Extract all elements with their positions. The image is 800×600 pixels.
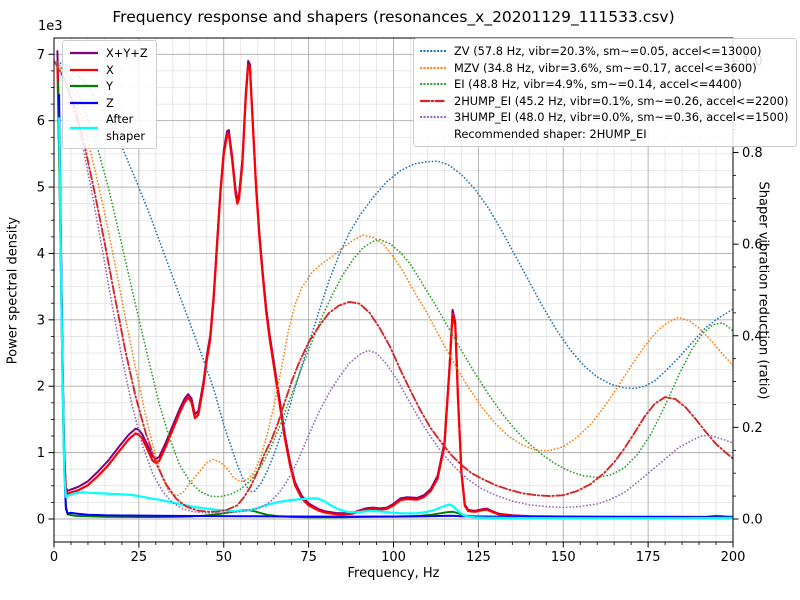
x-tick-label: 0 [50,550,58,565]
legend-note-label: Recommended shaper: 2HUMP_EI [454,126,647,141]
y-left-tick-label: 0 [37,513,45,528]
legend-entry-label: ZV (57.8 Hz, vibr=20.3%, sm~=0.05, accel… [454,44,762,58]
legend-entry-label: MZV (34.8 Hz, vibr=3.6%, sm~=0.17, accel… [454,60,757,75]
legend-entry-label: 2HUMP_EI (45.2 Hz, vibr=0.1%, sm~=0.26, … [454,93,789,108]
legend-entry-X+Y+Z: X+Y+Z [69,45,148,62]
x-tick-label: 175 [636,550,661,565]
y-left-tick-label: 4 [37,247,45,262]
series-line-After-shaper [58,117,733,520]
series-group [54,50,733,520]
x-tick-label: 100 [381,550,406,565]
legend-swatch-dotted [420,50,447,53]
y-right-tick-label: 0.2 [742,421,763,436]
legend-entry-After-shaper: After shaper [69,111,148,144]
legend-entry-2HUMP-EI: 2HUMP_EI (45.2 Hz, vibr=0.1%, sm~=0.26, … [420,93,788,110]
legend-entry-label: EI (48.8 Hz, vibr=4.9%, sm~=0.14, accel<… [454,77,742,92]
series-line-ZV [54,60,733,493]
legend-shapers: ZV (57.8 Hz, vibr=20.3%, sm~=0.05, accel… [413,38,798,148]
legend-entry-label: 3HUMP_EI (48.0 Hz, vibr=0.0%, sm~=0.36, … [454,110,789,125]
series-line-Z [58,94,733,519]
legend-swatch-dotted [420,66,447,69]
legend-swatch-solid [70,68,98,71]
legend-entry-label: Z [106,95,114,110]
legend-swatch-dashdot [420,99,447,103]
x-tick-label: 125 [466,550,491,565]
x-tick-label: 25 [131,550,148,565]
y-left-tick-label: 2 [37,380,45,395]
legend-entry-label: X+Y+Z [106,46,148,60]
y-left-tick-label: 6 [37,114,45,129]
legend-entry-Z: Z [69,95,148,112]
legend-swatch-dotted [420,116,447,119]
y-axis-label-left: Power spectral density [5,216,21,365]
legend-swatch-solid [70,52,98,55]
series-line-MZV [54,60,733,497]
y-axis-label-right: Shaper vibration reduction (ratio) [755,181,771,400]
y-left-tick-label: 5 [37,181,45,196]
y-left-tick-label: 1 [37,446,45,461]
legend-entry-ZV: ZV (57.8 Hz, vibr=20.3%, sm~=0.05, accel… [420,43,788,60]
y-axis-offset-text: 1e3 [38,19,63,34]
y-right-tick-label: 0.8 [742,146,763,161]
y-right-tick-label: 0.6 [742,238,763,253]
series-line-X [56,60,733,519]
x-tick-label: 75 [300,550,317,565]
legend-psd: X+Y+Z X Y Z After shaper [62,40,157,150]
legend-entry-label: After shaper [106,112,146,143]
legend-entry-3HUMP-EI: 3HUMP_EI (48.0 Hz, vibr=0.0%, sm~=0.36, … [420,109,788,126]
chart-title: Frequency response and shapers (resonanc… [112,8,675,26]
x-tick-label: 50 [215,550,232,565]
series-line-2HUMP-EI [54,59,733,513]
legend-entry-label: X [106,62,114,77]
legend-entry-MZV: MZV (34.8 Hz, vibr=3.6%, sm~=0.17, accel… [420,60,788,77]
series-line-EI [54,60,733,498]
legend-swatch-solid [70,126,98,129]
y-right-tick-label: 0.0 [742,513,763,528]
legend-entry-label: Y [106,79,113,94]
y-left-tick-label: 7 [37,48,45,63]
x-axis-label: Frequency, Hz [347,566,440,581]
axis-ticks: 0 25 50 75 100 125 150 175 200 0 1 2 3 4 5 6 7 0.0 0.2 0.4 0… [37,48,763,565]
legend-swatch-solid [70,85,98,88]
y-left-tick-label: 3 [37,313,45,328]
legend-swatch-dotted [420,83,447,86]
legend-entry-Y: Y [69,78,148,95]
legend-swatch-solid [70,101,98,105]
series-line-3HUMP-EI [54,60,733,514]
legend-note-recommended-shaper: Recommended shaper: 2HUMP_EI [420,126,788,143]
legend-entry-X: X [69,62,148,79]
x-tick-label: 200 [721,550,746,565]
legend-entry-EI: EI (48.8 Hz, vibr=4.9%, sm~=0.14, accel<… [420,76,788,93]
y-right-tick-label: 0.4 [742,329,763,344]
x-tick-label: 150 [551,550,576,565]
